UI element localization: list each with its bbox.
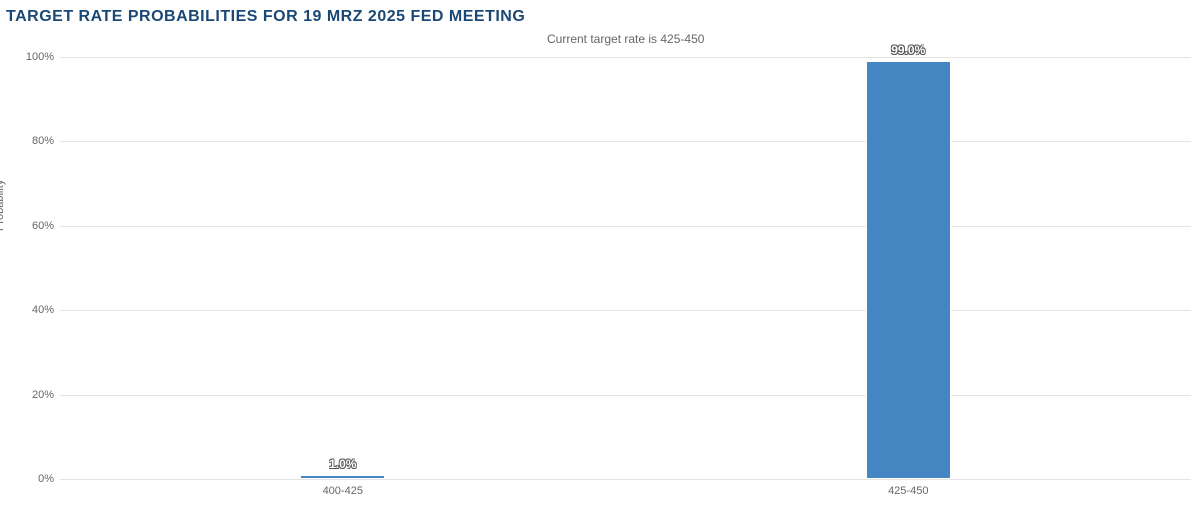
y-tick-label: 0%: [38, 473, 54, 485]
y-tick-label: 20%: [32, 389, 54, 401]
chart-title: TARGET RATE PROBABILITIES FOR 19 MRZ 202…: [6, 8, 525, 26]
chart-subtitle: Current target rate is 425-450: [547, 32, 704, 46]
y-tick-label: 80%: [32, 135, 54, 147]
bar: [866, 61, 951, 479]
x-tick-label: 400-425: [323, 485, 363, 497]
bar-value-label: 1.0%: [329, 457, 356, 471]
gridline: [60, 141, 1191, 142]
chart-root: TARGET RATE PROBABILITIES FOR 19 MRZ 202…: [0, 0, 1201, 509]
bar: [300, 475, 385, 479]
y-axis-label: Probability: [0, 179, 6, 230]
plot-area: 0%20%40%60%80%100%1.0%400-42599.0%425-45…: [60, 57, 1191, 479]
gridline: [60, 57, 1191, 58]
gridline: [60, 479, 1191, 480]
gridline: [60, 310, 1191, 311]
y-tick-label: 60%: [32, 220, 54, 232]
x-tick-label: 425-450: [888, 485, 928, 497]
gridline: [60, 226, 1191, 227]
bar-value-label: 99.0%: [891, 43, 925, 57]
gridline: [60, 395, 1191, 396]
y-tick-label: 40%: [32, 304, 54, 316]
y-tick-label: 100%: [26, 51, 54, 63]
